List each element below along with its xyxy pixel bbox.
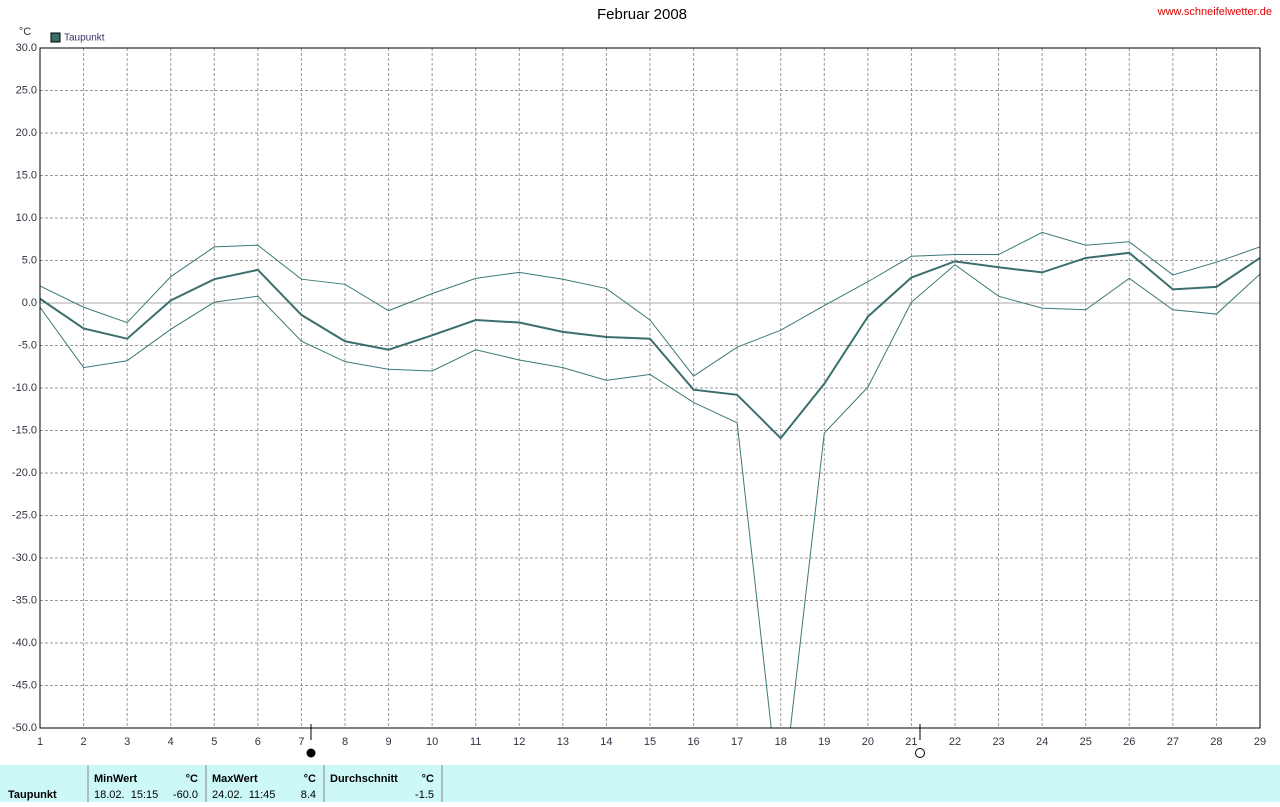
x-tick-label: 11 xyxy=(470,736,481,748)
y-tick-label: 10.0 xyxy=(16,212,37,224)
y-tick-label: -30.0 xyxy=(12,552,37,564)
x-tick-label: 27 xyxy=(1167,736,1179,748)
x-tick-label: 18 xyxy=(775,736,787,748)
x-tick-label: 20 xyxy=(862,736,874,748)
x-tick-label: 23 xyxy=(992,736,1004,748)
y-tick-label: -45.0 xyxy=(12,679,37,691)
x-tick-label: 19 xyxy=(818,736,830,748)
x-tick-label: 28 xyxy=(1210,736,1222,748)
x-tick-label: 29 xyxy=(1254,736,1266,748)
full-moon xyxy=(915,748,925,758)
min-header: MinWert xyxy=(94,773,138,785)
x-tick-label: 10 xyxy=(426,736,438,748)
x-tick-label: 15 xyxy=(644,736,656,748)
y-tick-label: 15.0 xyxy=(16,169,37,181)
x-tick-label: 8 xyxy=(342,736,348,748)
x-tick-label: 1 xyxy=(37,736,43,748)
y-unit: °C xyxy=(19,26,31,38)
table-bg xyxy=(0,765,1280,802)
max-time: 24.02. 11:45 xyxy=(212,789,275,801)
y-tick-label: -15.0 xyxy=(12,424,37,436)
y-tick-label: 20.0 xyxy=(16,127,37,139)
y-tick-label: -25.0 xyxy=(12,509,37,521)
y-tick-label: -20.0 xyxy=(12,467,37,479)
new-moon xyxy=(306,748,316,758)
x-tick-label: 9 xyxy=(386,736,392,748)
x-tick-label: 3 xyxy=(124,736,130,748)
source: www.schneifelwetter.de xyxy=(1157,6,1272,18)
y-tick-label: 30.0 xyxy=(16,42,37,54)
series-line xyxy=(40,251,1260,440)
y-tick-label: -50.0 xyxy=(12,722,37,734)
unit: °C xyxy=(422,773,434,785)
x-tick-label: 13 xyxy=(557,736,569,748)
x-tick-label: 24 xyxy=(1036,736,1048,748)
x-tick-label: 7 xyxy=(298,736,304,748)
x-tick-label: 14 xyxy=(600,736,612,748)
x-tick-label: 21 xyxy=(905,736,917,748)
y-tick-label: -5.0 xyxy=(18,339,37,351)
x-tick-label: 6 xyxy=(255,736,261,748)
y-tick-label: 5.0 xyxy=(22,254,37,266)
x-tick-label: 4 xyxy=(168,736,174,748)
y-tick-label: -40.0 xyxy=(12,637,37,649)
y-tick-label: 0.0 xyxy=(22,297,37,309)
x-tick-label: 25 xyxy=(1080,736,1092,748)
legend-label: Taupunkt xyxy=(64,33,105,44)
series-line xyxy=(40,231,1260,377)
max-value: 8.4 xyxy=(301,789,316,801)
plot-border xyxy=(39,47,1261,729)
x-tick-label: 22 xyxy=(949,736,961,748)
legend-swatch xyxy=(50,32,61,43)
avg-value: -1.5 xyxy=(415,789,434,801)
x-tick-label: 26 xyxy=(1123,736,1135,748)
y-tick-label: -35.0 xyxy=(12,594,37,606)
x-tick-label: 17 xyxy=(731,736,743,748)
unit: °C xyxy=(186,773,198,785)
series-line xyxy=(40,264,1260,728)
x-tick-label: 12 xyxy=(513,736,525,748)
stats-table: Taupunkt MinWert °C 18.02. 15:15 -60.0 M… xyxy=(0,765,1280,802)
x-tick-label: 16 xyxy=(687,736,699,748)
x-tick-label: 2 xyxy=(81,736,87,748)
max-header: MaxWert xyxy=(212,773,258,785)
y-tick-label: -10.0 xyxy=(12,382,37,394)
stats-name: Taupunkt xyxy=(8,789,57,801)
chart-title: Februar 2008 xyxy=(597,6,687,23)
unit: °C xyxy=(304,773,316,785)
x-tick-label: 5 xyxy=(211,736,217,748)
min-value: -60.0 xyxy=(173,789,198,801)
avg-header: Durchschnitt xyxy=(330,773,398,785)
min-time: 18.02. 15:15 xyxy=(94,789,158,801)
y-tick-label: 25.0 xyxy=(16,84,37,96)
